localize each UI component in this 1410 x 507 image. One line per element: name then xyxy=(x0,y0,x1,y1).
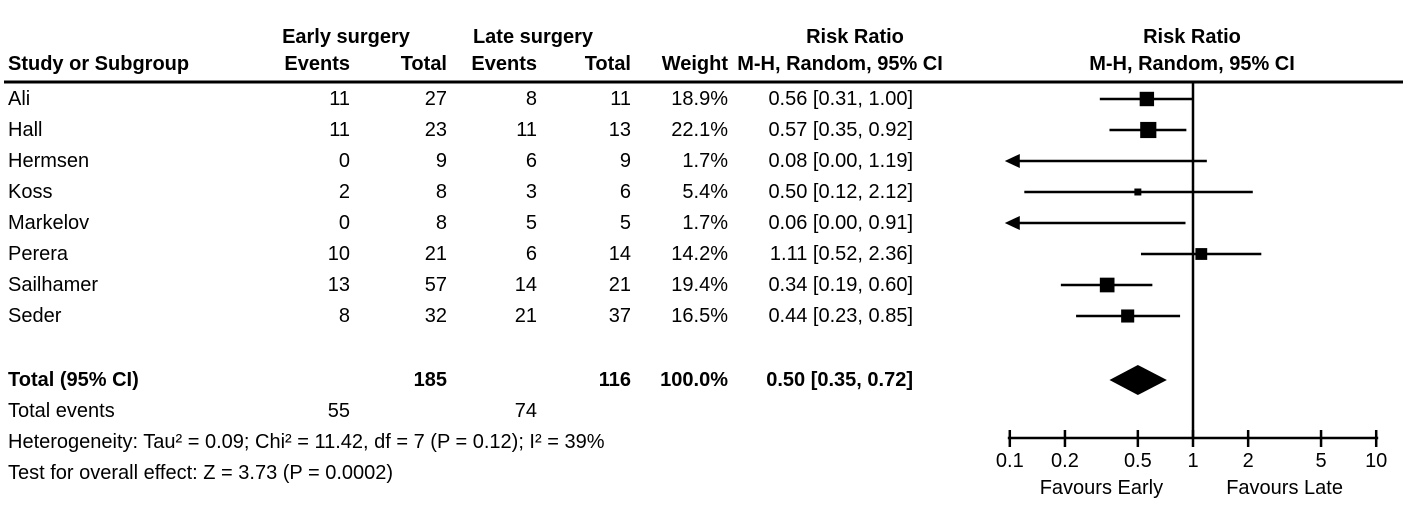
ci-text-cell: 0.57 [0.35, 0.92] xyxy=(768,119,913,141)
weight-cell: 1.7% xyxy=(682,150,728,172)
events-late-cell: 5 xyxy=(525,212,537,234)
events-late-cell: 6 xyxy=(525,243,537,265)
total-late-cell: 116 xyxy=(598,369,631,391)
study-name-cell: Sailhamer xyxy=(8,274,99,296)
events-early-cell: 10 xyxy=(327,243,350,265)
study-name-cell: Hall xyxy=(8,119,43,141)
favours-early-label: Favours Early xyxy=(1040,477,1163,499)
study-name-cell: Ali xyxy=(8,88,31,110)
total-events-late-cell: 74 xyxy=(514,400,537,422)
total-row-label: Total (95% CI) xyxy=(8,369,139,391)
effect-square xyxy=(1140,121,1157,139)
events-early-header: Events xyxy=(284,53,350,75)
effect-square xyxy=(1099,277,1115,293)
risk-ratio-text-header: Risk Ratio xyxy=(806,26,904,48)
weight-header: Weight xyxy=(661,53,728,75)
weight-cell: 5.4% xyxy=(682,181,728,203)
effect-square xyxy=(1195,248,1208,260)
study-name-cell: Perera xyxy=(8,243,69,265)
ci-text-cell: 0.56 [0.31, 1.00] xyxy=(768,88,913,110)
x-axis-tick-label: 5 xyxy=(1315,450,1326,472)
effect-square xyxy=(1121,309,1135,323)
total-late-header: Total xyxy=(584,53,631,75)
ci-text-cell: 0.50 [0.12, 2.12] xyxy=(768,181,913,203)
total-early-cell: 32 xyxy=(424,305,447,327)
ci-text-cell: 0.08 [0.00, 1.19] xyxy=(768,150,913,172)
effect-square xyxy=(1134,188,1142,196)
total-early-cell: 57 xyxy=(424,274,447,296)
events-late-cell: 8 xyxy=(525,88,537,110)
weight-cell: 18.9% xyxy=(671,88,728,110)
total-late-cell: 6 xyxy=(619,181,631,203)
weight-cell: 16.5% xyxy=(671,305,728,327)
ci-text-cell: 0.06 [0.00, 0.91] xyxy=(768,212,913,234)
risk-ratio-plot-header: Risk Ratio xyxy=(1143,26,1241,48)
x-axis-tick-label: 0.5 xyxy=(1124,450,1152,472)
events-early-cell: 2 xyxy=(338,181,350,203)
events-early-cell: 13 xyxy=(327,274,350,296)
early-surgery-group-header: Early surgery xyxy=(282,26,410,48)
total-late-cell: 21 xyxy=(608,274,631,296)
total-late-cell: 37 xyxy=(608,305,631,327)
clamp-arrow-icon xyxy=(1004,216,1020,230)
events-early-cell: 8 xyxy=(338,305,350,327)
total-early-cell: 8 xyxy=(435,181,447,203)
x-axis-tick-label: 2 xyxy=(1243,450,1254,472)
events-late-cell: 6 xyxy=(525,150,537,172)
total-late-cell: 14 xyxy=(608,243,631,265)
late-surgery-group-header: Late surgery xyxy=(472,26,594,48)
events-late-cell: 14 xyxy=(514,274,537,296)
weight-cell: 22.1% xyxy=(671,119,728,141)
events-late-cell: 3 xyxy=(525,181,537,203)
ci-text-cell: 0.34 [0.19, 0.60] xyxy=(768,274,913,296)
total-events-early-cell: 55 xyxy=(327,400,350,422)
mh-text-col-header: M-H, Random, 95% CI xyxy=(737,53,943,75)
events-early-cell: 11 xyxy=(329,88,350,110)
total-late-cell: 11 xyxy=(610,88,631,110)
weight-cell: 1.7% xyxy=(682,212,728,234)
total-early-cell: 185 xyxy=(413,369,447,391)
total-early-cell: 9 xyxy=(435,150,447,172)
events-late-header: Events xyxy=(471,53,537,75)
effect-square xyxy=(1139,91,1155,107)
events-late-cell: 21 xyxy=(514,305,537,327)
events-early-cell: 0 xyxy=(338,212,350,234)
x-axis-tick-label: 1 xyxy=(1187,450,1198,472)
study-name-cell: Markelov xyxy=(8,212,90,234)
total-late-cell: 5 xyxy=(619,212,631,234)
events-early-cell: 0 xyxy=(338,150,350,172)
x-axis-tick-label: 0.2 xyxy=(1051,450,1079,472)
total-events-label: Total events xyxy=(8,400,115,422)
weight-cell: 14.2% xyxy=(671,243,728,265)
total-early-cell: 27 xyxy=(424,88,447,110)
heterogeneity-note: Heterogeneity: Tau² = 0.09; Chi² = 11.42… xyxy=(8,431,605,453)
study-name-cell: Seder xyxy=(8,305,62,327)
events-late-cell: 11 xyxy=(516,119,537,141)
total-late-cell: 13 xyxy=(608,119,631,141)
mh-plot-col-header: M-H, Random, 95% CI xyxy=(1089,53,1295,75)
study-name-cell: Hermsen xyxy=(8,150,90,172)
total-late-cell: 9 xyxy=(619,150,631,172)
total-ci-cell: 0.50 [0.35, 0.72] xyxy=(766,369,913,391)
total-early-cell: 23 xyxy=(424,119,447,141)
summary-diamond xyxy=(1109,365,1167,395)
clamp-arrow-icon xyxy=(1004,154,1020,168)
overall-effect-note: Test for overall effect: Z = 3.73 (P = 0… xyxy=(8,462,394,484)
total-early-cell: 21 xyxy=(424,243,447,265)
study-name-cell: Koss xyxy=(8,181,53,203)
x-axis-tick-label: 0.1 xyxy=(996,450,1024,472)
ci-text-cell: 1.11 [0.52, 2.36] xyxy=(769,243,913,265)
total-early-header: Total xyxy=(400,53,447,75)
x-axis-tick-label: 10 xyxy=(1365,450,1387,472)
study-subgroup-header: Study or Subgroup xyxy=(8,53,190,75)
favours-late-label: Favours Late xyxy=(1226,477,1343,499)
events-early-cell: 11 xyxy=(329,119,350,141)
ci-text-cell: 0.44 [0.23, 0.85] xyxy=(768,305,913,327)
total-early-cell: 8 xyxy=(435,212,447,234)
weight-cell: 19.4% xyxy=(671,274,728,296)
total-weight-cell: 100.0% xyxy=(660,369,728,391)
